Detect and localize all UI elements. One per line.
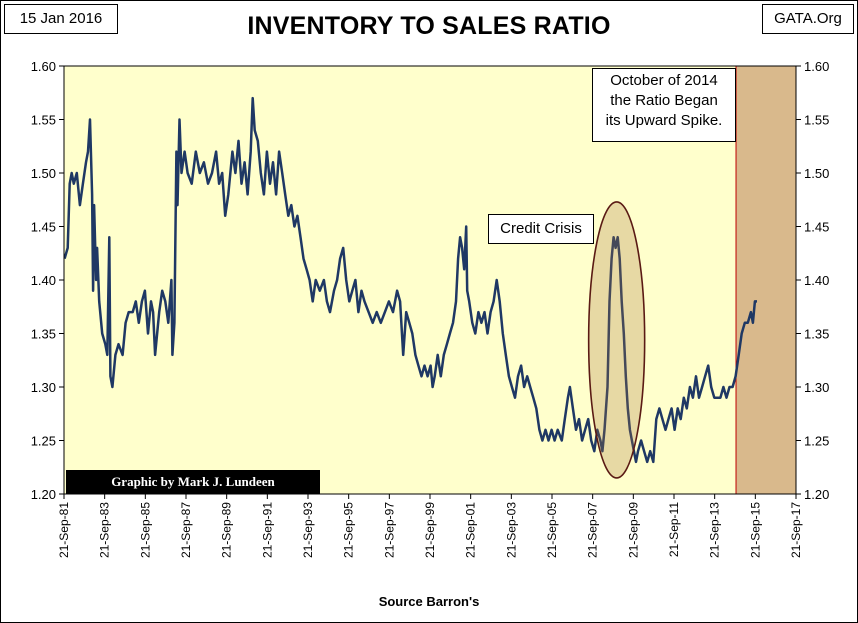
source-tag: GATA.Org	[762, 4, 854, 34]
x-tick-label: 21-Sep-83	[98, 502, 112, 558]
y-axis-right: 1.20 1.25 1.30 1.35 1.40 1.45 1.50 1.55 1.60	[796, 59, 829, 502]
plot-border	[63, 65, 797, 495]
y-tick-label-right: 1.30	[804, 380, 829, 395]
author-credit: Graphic by Mark J. Lundeen	[66, 470, 320, 494]
annotation-credit-crisis: Credit Crisis	[488, 214, 594, 244]
x-tick-label: 21-Sep-09	[626, 502, 640, 558]
x-tick-label: 21-Sep-87	[179, 502, 193, 558]
y-tick-label-left: 1.20	[31, 487, 56, 502]
x-tick-label: 21-Sep-17	[789, 502, 803, 558]
y-tick-label-left: 1.50	[31, 166, 56, 181]
x-tick-label: 21-Sep-99	[423, 502, 437, 558]
x-tick-label: 21-Sep-85	[138, 502, 152, 558]
y-tick-label-right: 1.40	[804, 273, 829, 288]
x-tick-label: 21-Sep-91	[260, 502, 274, 558]
annotation-line-1: October of 2014	[610, 72, 718, 89]
y-tick-label-right: 1.20	[804, 487, 829, 502]
y-tick-label-right: 1.45	[804, 220, 829, 235]
x-tick-label: 21-Sep-13	[708, 502, 722, 558]
highlight-region-2014	[735, 65, 797, 495]
y-tick-label-left: 1.40	[31, 273, 56, 288]
x-tick-label: 21-Sep-03	[504, 502, 518, 558]
y-tick-label-left: 1.55	[31, 113, 56, 128]
y-tick-label-right: 1.55	[804, 113, 829, 128]
x-tick-label: 21-Sep-05	[545, 502, 559, 558]
y-axis-left: 1.20 1.25 1.30 1.35 1.40 1.45 1.50 1.55 1.60	[31, 59, 64, 502]
x-tick-label: 21-Sep-07	[586, 502, 600, 558]
y-tick-label-left: 1.35	[31, 327, 56, 342]
y-tick-label-left: 1.45	[31, 220, 56, 235]
x-tick-label: 21-Sep-97	[382, 502, 396, 558]
series-line-inventory-ratio	[63, 96, 757, 464]
x-tick-label: 21-Sep-93	[301, 502, 315, 558]
chart-title: INVENTORY TO SALES RATIO	[247, 12, 611, 40]
y-tick-label-right: 1.35	[804, 327, 829, 342]
credit-crisis-ellipse	[587, 201, 646, 479]
annotation-october-2014: October of 2014 the Ratio Began its Upwa…	[592, 68, 736, 142]
y-tick-label-left: 1.60	[31, 59, 56, 74]
annotation-line-2: the Ratio Began	[610, 92, 718, 109]
x-axis: 21-Sep-81 21-Sep-83 21-Sep-85 21-Sep-87 21-S…	[57, 494, 803, 558]
annotation-line-3: its Upward Spike.	[605, 112, 723, 129]
y-tick-label-right: 1.60	[804, 59, 829, 74]
x-tick-label: 21-Sep-89	[220, 502, 234, 558]
x-axis-label: Source Barron's	[378, 594, 480, 609]
x-tick-label: 21-Sep-11	[667, 502, 681, 557]
y-tick-label-left: 1.30	[31, 380, 56, 395]
x-tick-label: 21-Sep-81	[57, 502, 71, 558]
x-tick-label: 21-Sep-01	[464, 502, 478, 558]
y-tick-label-right: 1.25	[804, 434, 829, 449]
x-tick-label: 21-Sep-15	[748, 502, 762, 558]
date-label: 15 Jan 2016	[4, 4, 118, 34]
y-tick-label-right: 1.50	[804, 166, 829, 181]
x-tick-label: 21-Sep-95	[342, 502, 356, 558]
y-tick-label-left: 1.25	[31, 434, 56, 449]
